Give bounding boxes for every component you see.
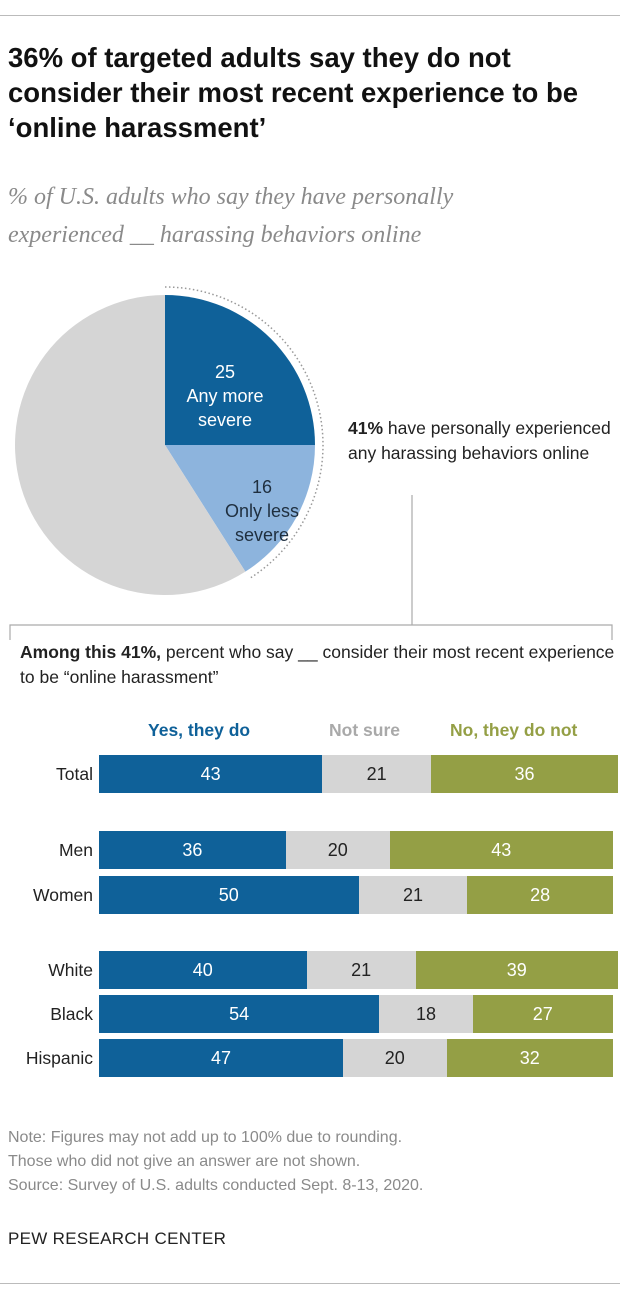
among-bold: Among this 41%, [20, 642, 161, 662]
pie-chart: 25 Any more severe 16 Only less severe [15, 286, 324, 595]
bar-segment: 21 [322, 755, 432, 793]
callout-text: have personally experienced any harassin… [348, 418, 611, 463]
pie-slice [165, 445, 315, 572]
pie-bracket-arc [164, 286, 324, 580]
subtitle-line-1: % of U.S. adults who say they have perso… [8, 184, 454, 210]
note-2: Those who did not give an answer are not… [8, 1153, 361, 1170]
bracket-connector [9, 495, 613, 640]
pie-slice [15, 295, 246, 595]
bar-segment: 28 [467, 876, 613, 914]
bar-segment: 43 [99, 755, 323, 793]
note-1: Note: Figures may not add up to 100% due… [8, 1129, 403, 1146]
bar-segment: 54 [99, 995, 380, 1033]
bar-segment: 21 [306, 951, 416, 989]
legend-not-sure: Not sure [329, 720, 400, 740]
top-rule [0, 15, 620, 16]
bar-segment: 47 [99, 1039, 343, 1077]
chart-title: 36% of targeted adults say they do not c… [8, 42, 579, 143]
pie-slice-label: 16 Only less severe [225, 477, 299, 545]
callout-bold: 41% [348, 418, 384, 438]
bar-segment: 20 [342, 1039, 447, 1077]
pie-callout: 41% have personally experienced any hara… [348, 416, 618, 466]
row-label: White [48, 960, 93, 980]
bar-segment: 36 [431, 755, 618, 793]
pie-slice-label: 25 Any more severe [186, 362, 263, 430]
row-label: Men [58, 840, 93, 860]
row-label: Hispanic [25, 1048, 93, 1068]
bar-segment: 20 [285, 831, 390, 869]
among-text: percent who say __ consider their most r… [20, 642, 615, 687]
legend-yes-they-do: Yes, they do [148, 720, 251, 740]
bar-segment: 32 [446, 1039, 613, 1077]
chart-subtitle: % of U.S. adults who say they have perso… [8, 178, 613, 254]
bar-segment: 43 [389, 831, 613, 869]
row-label: Total [56, 764, 93, 784]
row-label: Women [33, 885, 93, 905]
bar-segment: 40 [99, 951, 307, 989]
bar-segment: 18 [379, 995, 473, 1033]
bar-segment: 27 [472, 995, 613, 1033]
bar-segment: 39 [415, 951, 618, 989]
bar-segment: 21 [358, 876, 468, 914]
legend-no-they-do-not: No, they do not [450, 720, 578, 740]
source-org: PEW RESEARCH CENTER [8, 1229, 227, 1248]
source-note: Source: Survey of U.S. adults conducted … [8, 1177, 424, 1194]
bar-chart-intro: Among this 41%, percent who say __ consi… [20, 640, 620, 690]
row-label: Black [50, 1004, 93, 1024]
bar-segment: 36 [99, 831, 286, 869]
subtitle-line-2: experienced __ harassing behaviors onlin… [8, 222, 422, 248]
bar-segment: 50 [99, 876, 359, 914]
bottom-rule [0, 1283, 620, 1284]
pie-slice [165, 295, 315, 445]
